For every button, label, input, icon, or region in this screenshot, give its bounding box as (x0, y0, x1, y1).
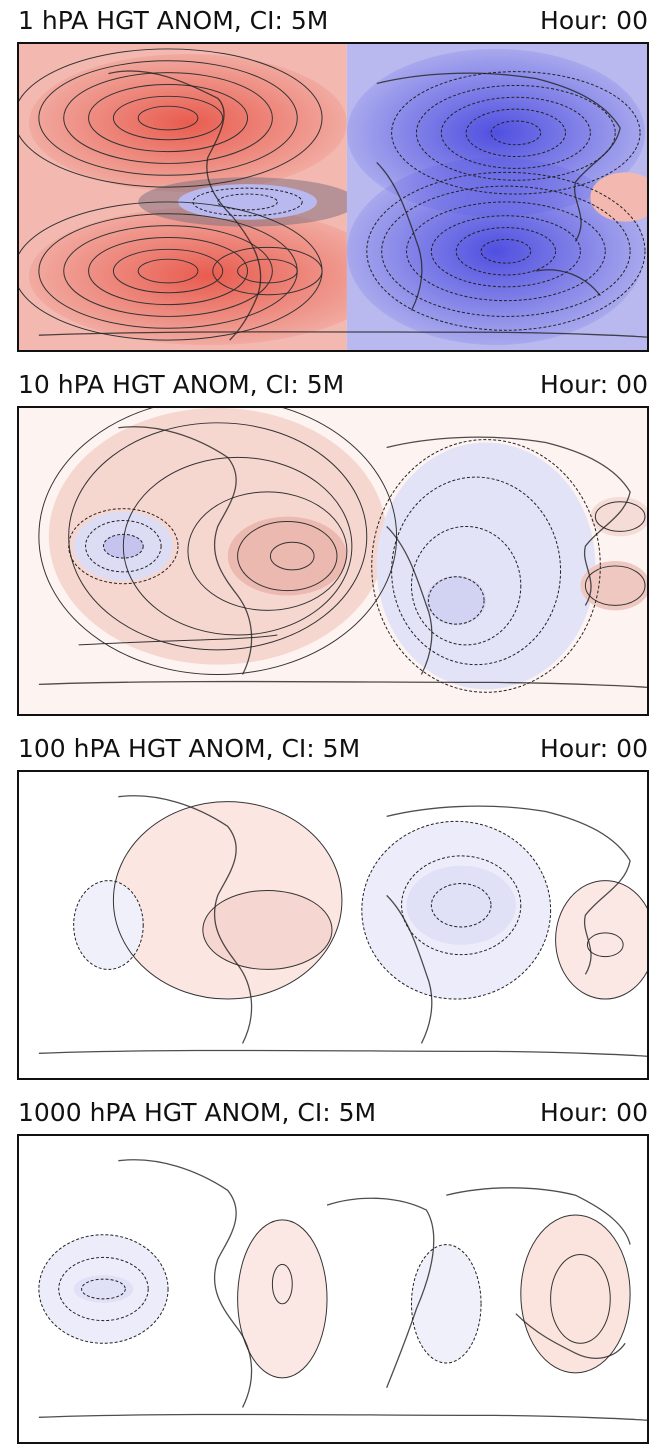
panel-title: 1000 hPA HGT ANOM, CI: 5M (18, 1098, 377, 1127)
anomaly-map (19, 44, 647, 350)
panel-hour: Hour: 00 (540, 370, 648, 399)
panel-title: 10 hPA HGT ANOM, CI: 5M (18, 370, 345, 399)
coastlines (38, 70, 647, 341)
map-frame (17, 406, 649, 716)
anomaly-map (19, 772, 647, 1078)
coastlines (38, 795, 647, 1057)
anomaly-map (19, 408, 647, 714)
map-frame (17, 42, 649, 352)
map-frame (17, 770, 649, 1080)
anomaly-map (19, 1136, 647, 1442)
panel-hour: Hour: 00 (540, 1098, 648, 1127)
map-frame (17, 1134, 649, 1444)
coastlines (38, 1159, 647, 1421)
panel-hour: Hour: 00 (540, 6, 648, 35)
panel-title: 100 hPA HGT ANOM, CI: 5M (18, 734, 361, 763)
panel-hour: Hour: 00 (540, 734, 648, 763)
panel-title: 1 hPA HGT ANOM, CI: 5M (18, 6, 329, 35)
coastlines (38, 426, 647, 688)
